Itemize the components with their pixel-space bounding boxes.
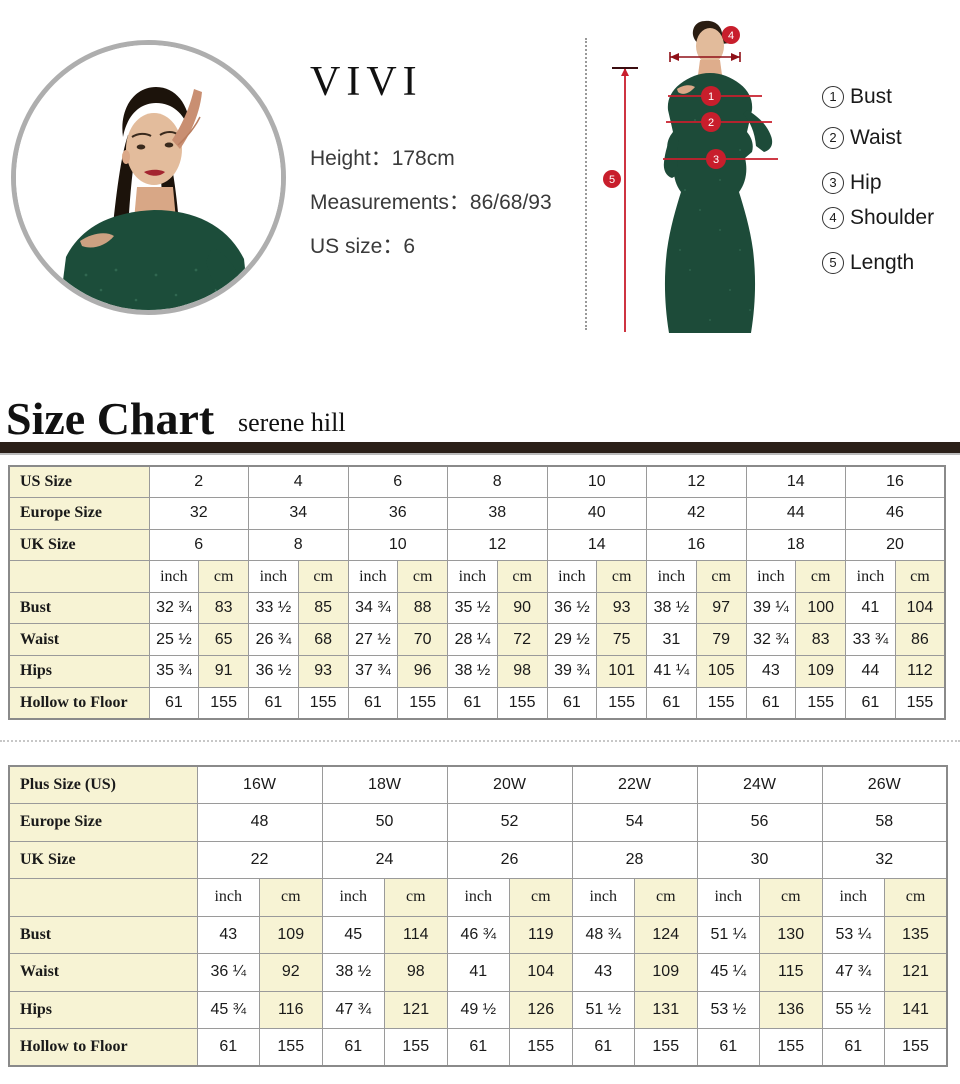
svg-text:4: 4	[728, 30, 734, 42]
svg-text:5: 5	[609, 174, 615, 186]
svg-text:3: 3	[713, 154, 719, 166]
svg-text:2: 2	[708, 117, 714, 129]
svg-text:1: 1	[708, 91, 714, 103]
